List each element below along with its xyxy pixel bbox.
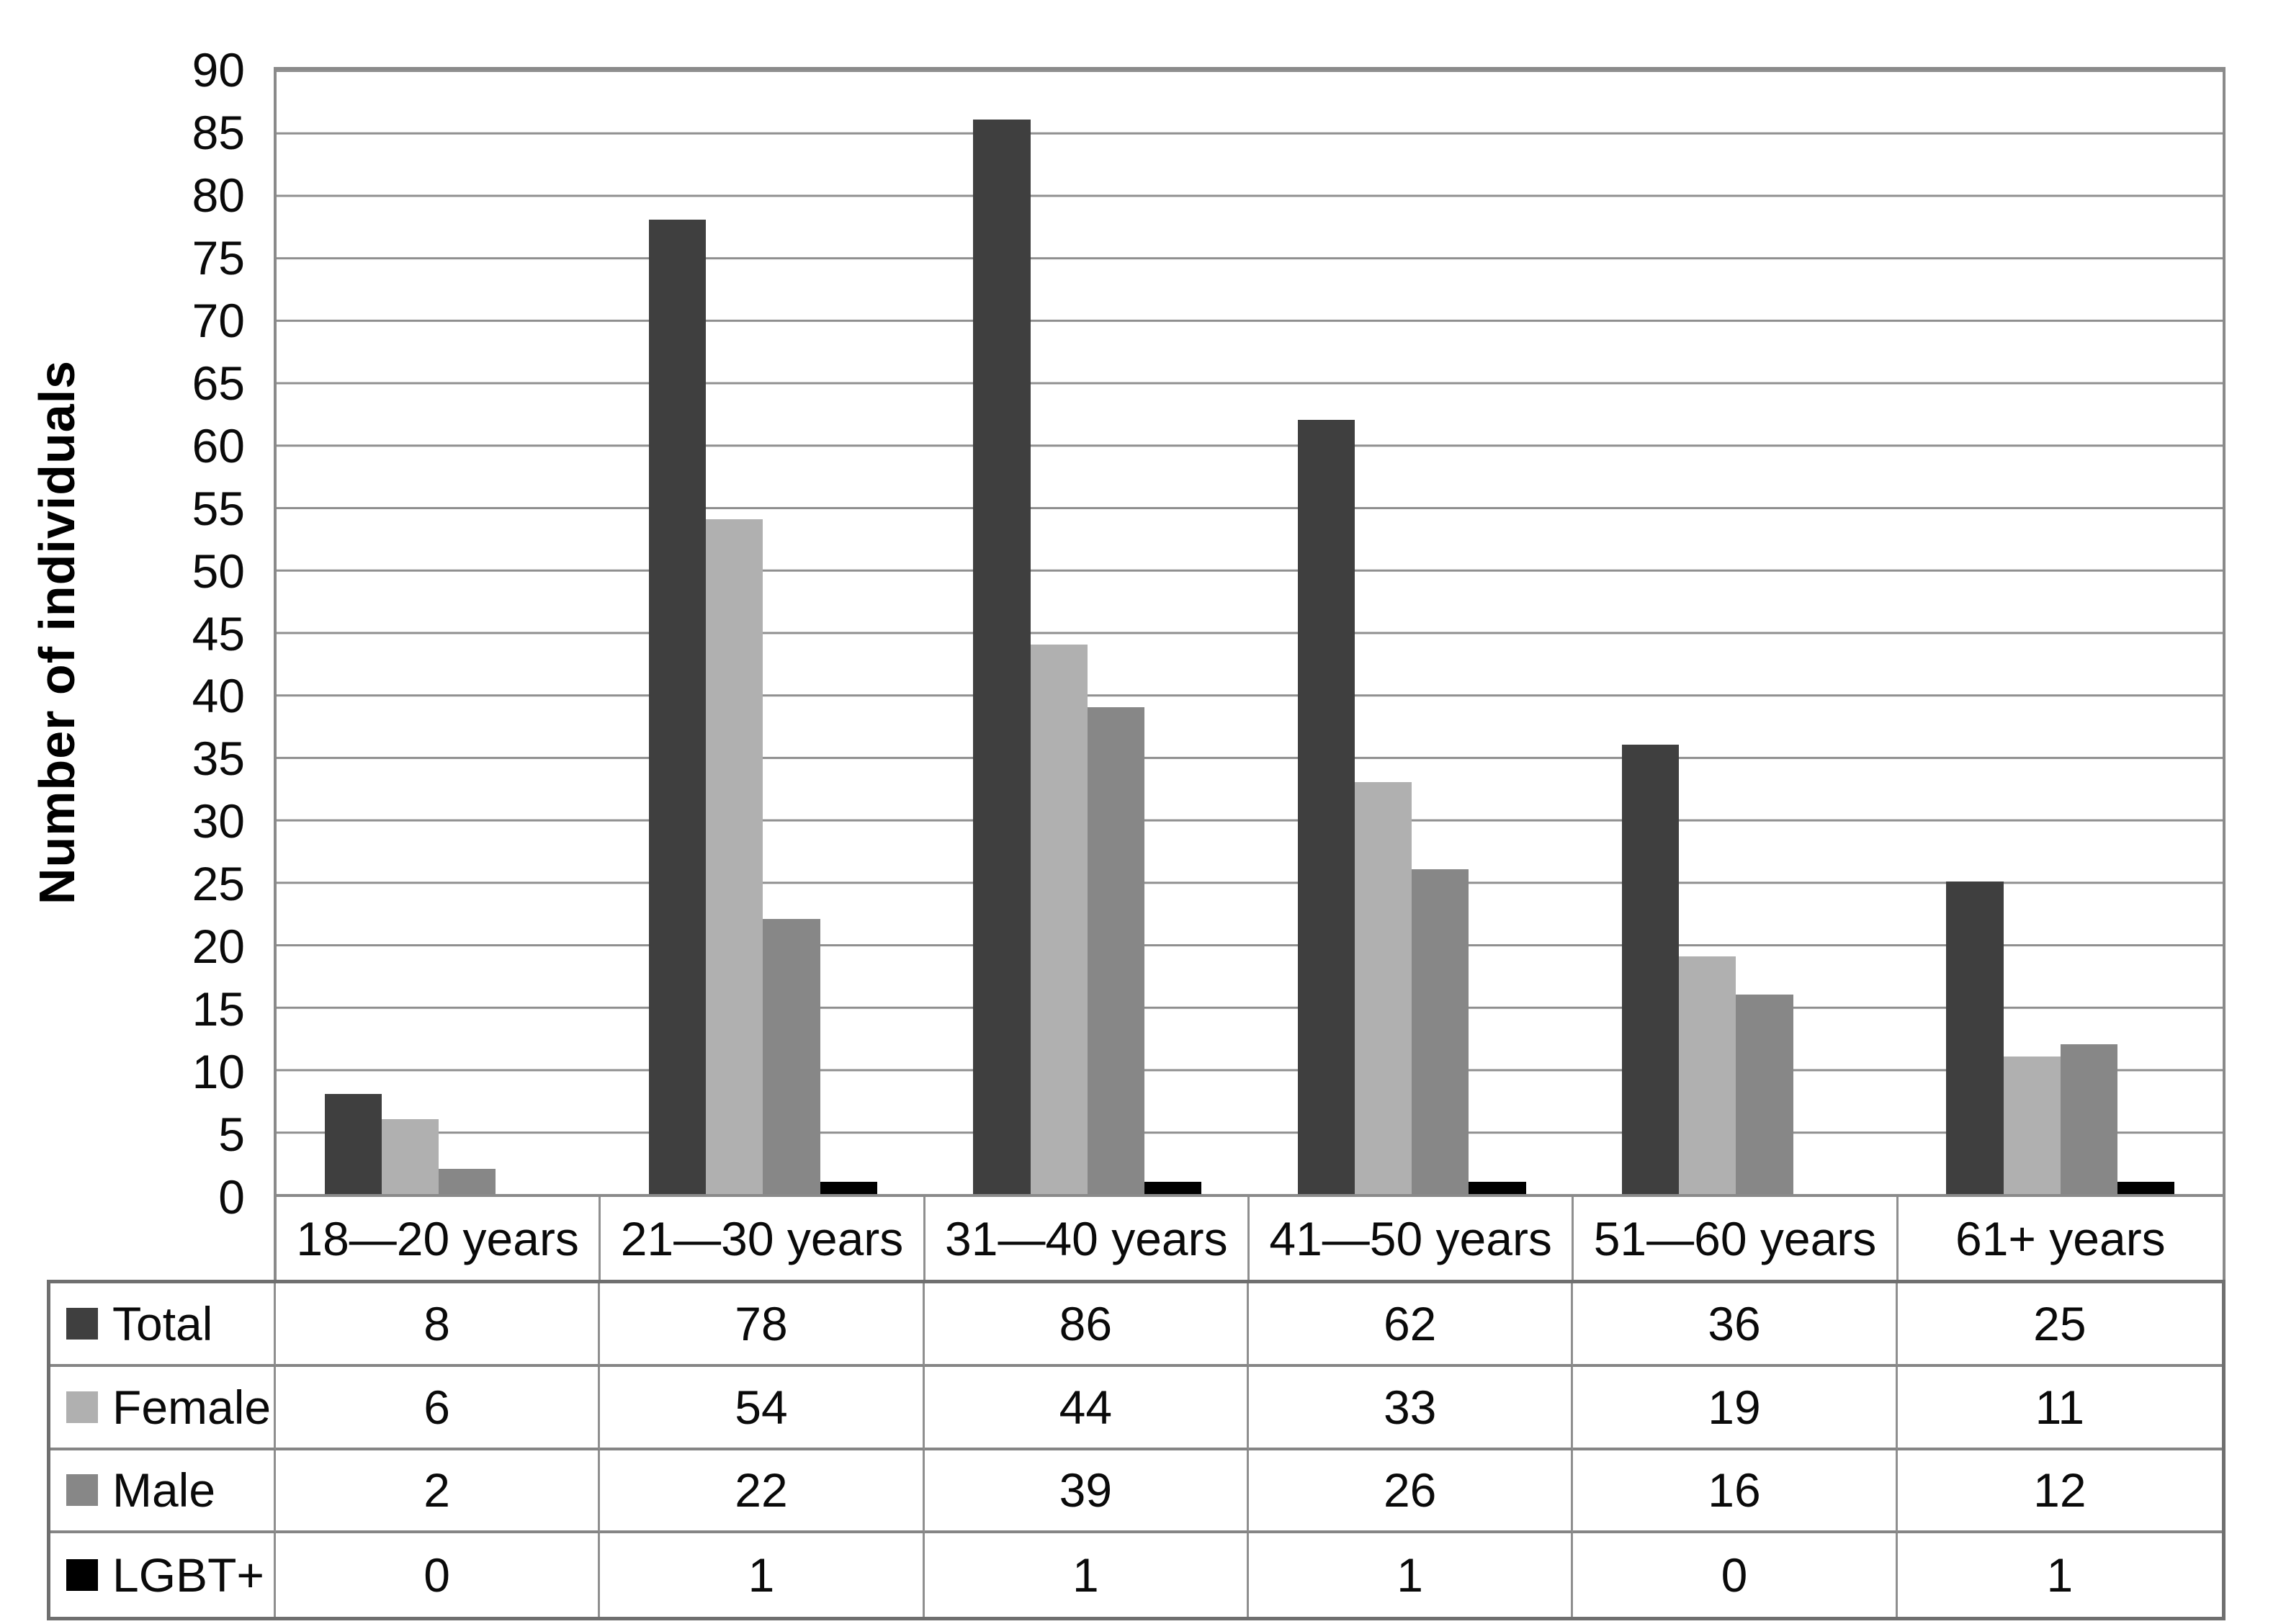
bar-lgbt [1144,1181,1202,1194]
value-cell: 0 [1573,1533,1898,1617]
data-table: Total 8 78 86 62 36 25 Female 6 54 44 33 19 11 Male 2 22… [47,1280,2226,1620]
bar-female [706,519,763,1194]
category-header-cell: 18—20 years [277,1197,601,1280]
value-cell: 1 [600,1533,925,1617]
y-tick-label: 0 [218,1170,245,1224]
bar-group [1250,70,1574,1194]
y-tick-label: 10 [192,1045,245,1099]
y-axis-tick-labels: 90 85 80 75 70 65 60 55 50 45 40 35 30 25 20 15 10 5 0 [0,46,245,1221]
legend-label: Total [112,1296,213,1350]
bar-male [2060,1044,2118,1194]
y-tick-label: 35 [192,732,245,786]
y-tick-label: 15 [192,982,245,1036]
y-tick-label: 90 [192,43,245,97]
bar-male [439,1169,496,1194]
value-cell: 12 [1897,1450,2222,1534]
bar-lgbt [1469,1181,1526,1194]
y-tick-label: 20 [192,920,245,974]
legend-label: LGBT+ [112,1548,264,1602]
bar-group [1899,70,2223,1194]
y-tick-label: 45 [192,606,245,660]
bar-group [277,70,601,1194]
bar-female [2003,1057,2061,1194]
bar-female [1354,781,1412,1194]
y-tick-label: 70 [192,293,245,347]
value-cell: 2 [276,1450,601,1534]
y-tick-label: 25 [192,857,245,911]
legend-cell-lgbt: LGBT+ [50,1533,276,1617]
y-tick-label: 30 [192,794,245,848]
value-cell: 22 [600,1450,925,1534]
y-tick-label: 50 [192,544,245,598]
value-cell: 0 [276,1533,601,1617]
value-cell: 1 [2046,1548,2074,1602]
bar-total [648,220,707,1194]
y-tick-label: 75 [192,230,245,284]
value-cell: 39 [924,1450,1249,1534]
value-cell: 36 [1573,1283,1898,1367]
legend-label: Female [112,1380,272,1434]
value-cell: 1 [925,1533,1249,1617]
bar-total [1946,881,2004,1194]
y-tick-label: 65 [192,356,245,410]
legend-swatch-icon [66,1391,98,1423]
bar-total [1621,744,1680,1194]
bar-female [1030,644,1088,1194]
value-cell: 19 [1573,1366,1898,1450]
bar-group [925,70,1250,1194]
value-cell: 26 [1249,1450,1574,1534]
bar-male [1412,869,1469,1194]
bar-lgbt [820,1181,877,1194]
bar-group [601,70,925,1194]
bar-male [1087,706,1145,1194]
bar-lgbt [2117,1181,2175,1194]
value-cell: 62 [1249,1283,1574,1367]
legend-swatch-icon [66,1559,98,1592]
category-header-cell: 21—30 years [601,1197,925,1280]
bar-female [1679,956,1736,1194]
value-cell: 78 [600,1283,925,1367]
value-cell: 33 [1249,1366,1574,1450]
value-cell: 1 [1249,1533,1574,1617]
bar-female [381,1118,439,1194]
legend-swatch-icon [66,1307,98,1340]
legend-label: Male [112,1463,216,1517]
category-header-cell: 51—60 years [1574,1197,1899,1280]
legend-cell-male: Male [50,1450,276,1534]
bar-total [973,120,1031,1194]
legend-swatch-icon [66,1474,98,1507]
bar-total [324,1094,382,1194]
y-tick-label: 60 [192,418,245,472]
value-cell: 6 [276,1366,601,1450]
bar-male [1736,994,1793,1194]
value-cell: 8 [276,1283,601,1367]
plot-area [274,67,2226,1197]
value-cell: 16 [1573,1450,1898,1534]
category-header-cell: 41—50 years [1250,1197,1574,1280]
category-header-cell: 61+ years [1955,1211,2166,1265]
value-cell: 11 [1897,1367,2222,1450]
bar-total [1297,419,1355,1194]
legend-cell-female: Female [50,1366,276,1450]
y-tick-label: 55 [192,481,245,535]
value-cell: 25 [1897,1283,2222,1367]
category-header-row: 18—20 years 21—30 years 31—40 years 41—50 y… [274,1197,2226,1280]
bar-group [1574,70,1898,1194]
value-cell: 86 [924,1283,1249,1367]
bar-male [763,919,820,1194]
value-cell: 54 [600,1366,925,1450]
value-cell: 44 [924,1366,1249,1450]
category-header-cell: 31—40 years [925,1197,1250,1280]
y-tick-label: 5 [218,1108,245,1162]
y-tick-label: 80 [192,168,245,222]
y-tick-label: 40 [192,669,245,723]
y-tick-label: 85 [192,105,245,159]
legend-cell-total: Total [50,1283,276,1367]
